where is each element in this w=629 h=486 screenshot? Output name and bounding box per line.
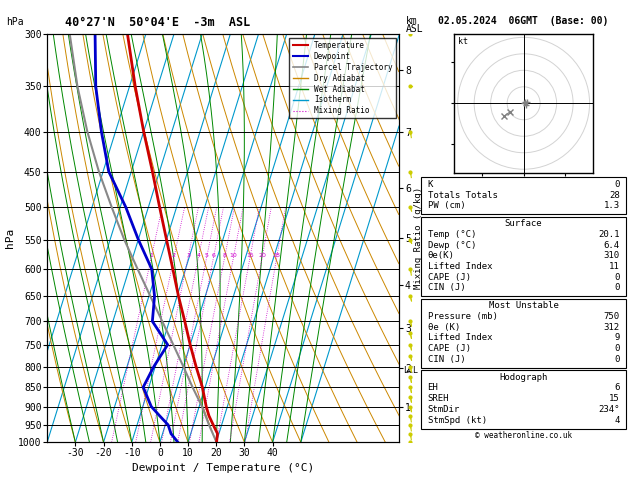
- Text: 2: 2: [172, 253, 176, 258]
- Text: 28: 28: [273, 253, 281, 258]
- Text: 312: 312: [604, 323, 620, 332]
- X-axis label: Dewpoint / Temperature (°C): Dewpoint / Temperature (°C): [132, 463, 314, 473]
- Text: 0: 0: [615, 273, 620, 282]
- Text: Totals Totals: Totals Totals: [428, 191, 498, 200]
- Text: ASL: ASL: [406, 24, 423, 35]
- Text: CAPE (J): CAPE (J): [428, 273, 470, 282]
- Text: © weatheronline.co.uk: © weatheronline.co.uk: [475, 431, 572, 439]
- Text: 0: 0: [615, 355, 620, 364]
- Text: 310: 310: [604, 251, 620, 260]
- Text: kt: kt: [458, 37, 468, 46]
- Text: 0: 0: [615, 180, 620, 189]
- Text: 40°27'N  50°04'E  -3m  ASL: 40°27'N 50°04'E -3m ASL: [65, 16, 250, 29]
- Text: Hodograph: Hodograph: [499, 373, 548, 382]
- Legend: Temperature, Dewpoint, Parcel Trajectory, Dry Adiabat, Wet Adiabat, Isotherm, Mi: Temperature, Dewpoint, Parcel Trajectory…: [289, 38, 396, 119]
- Text: Pressure (mb): Pressure (mb): [428, 312, 498, 321]
- Text: CIN (J): CIN (J): [428, 355, 465, 364]
- Text: 28: 28: [609, 191, 620, 200]
- Text: K: K: [428, 180, 433, 189]
- Y-axis label: Mixing Ratio (g/kg): Mixing Ratio (g/kg): [414, 187, 423, 289]
- Text: Lifted Index: Lifted Index: [428, 262, 492, 271]
- Text: 4: 4: [196, 253, 201, 258]
- Text: 1.3: 1.3: [604, 201, 620, 210]
- Text: LCL: LCL: [403, 366, 418, 375]
- Text: StmSpd (kt): StmSpd (kt): [428, 416, 487, 425]
- Text: Lifted Index: Lifted Index: [428, 333, 492, 343]
- Text: 10: 10: [230, 253, 237, 258]
- Text: 20: 20: [258, 253, 266, 258]
- Text: 0: 0: [615, 283, 620, 293]
- Bar: [421, 217, 626, 296]
- Text: Most Unstable: Most Unstable: [489, 301, 559, 311]
- Text: km: km: [406, 16, 418, 26]
- Text: Temp (°C): Temp (°C): [428, 230, 476, 239]
- Text: 5: 5: [204, 253, 209, 258]
- Text: Dewp (°C): Dewp (°C): [428, 241, 476, 250]
- Text: 02.05.2024  06GMT  (Base: 00): 02.05.2024 06GMT (Base: 00): [438, 16, 609, 26]
- Text: 15: 15: [609, 394, 620, 403]
- Text: 234°: 234°: [598, 405, 620, 414]
- Text: 6: 6: [615, 383, 620, 393]
- Text: θe (K): θe (K): [428, 323, 460, 332]
- Text: 15: 15: [246, 253, 254, 258]
- Text: PW (cm): PW (cm): [428, 201, 465, 210]
- Text: EH: EH: [428, 383, 438, 393]
- Text: 0: 0: [615, 344, 620, 353]
- Text: hPa: hPa: [6, 17, 24, 27]
- Bar: [421, 299, 626, 368]
- Text: CAPE (J): CAPE (J): [428, 344, 470, 353]
- Text: 8: 8: [223, 253, 226, 258]
- Text: 6: 6: [211, 253, 215, 258]
- Text: θe(K): θe(K): [428, 251, 454, 260]
- Text: 6.4: 6.4: [604, 241, 620, 250]
- Text: 3: 3: [186, 253, 190, 258]
- Text: CIN (J): CIN (J): [428, 283, 465, 293]
- Text: SREH: SREH: [428, 394, 449, 403]
- Text: StmDir: StmDir: [428, 405, 460, 414]
- Text: 11: 11: [609, 262, 620, 271]
- Text: 9: 9: [615, 333, 620, 343]
- Text: 4: 4: [615, 416, 620, 425]
- Text: 20.1: 20.1: [598, 230, 620, 239]
- Y-axis label: hPa: hPa: [5, 228, 15, 248]
- Text: Surface: Surface: [505, 219, 542, 228]
- Bar: [421, 370, 626, 429]
- Text: 1: 1: [149, 253, 153, 258]
- Bar: [421, 177, 626, 214]
- Text: 750: 750: [604, 312, 620, 321]
